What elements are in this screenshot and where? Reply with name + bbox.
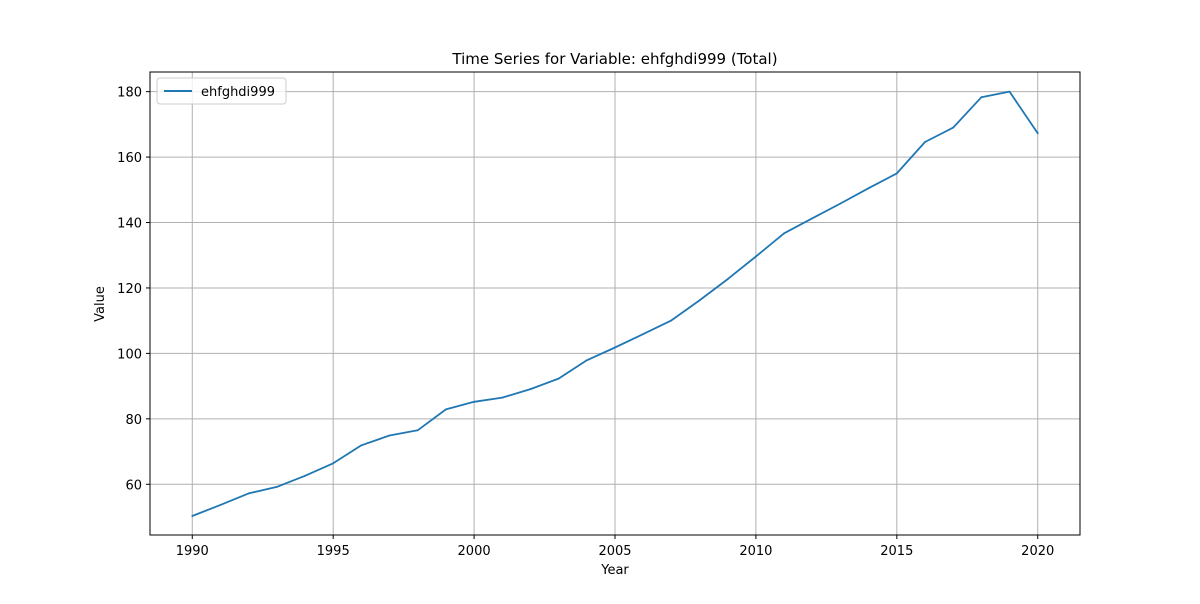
data-point [726,278,729,281]
data-point [529,388,532,390]
data-point [670,319,673,322]
legend: ehfghdi999 [156,77,287,105]
data-point [445,408,447,411]
data-point [247,492,250,495]
grid-lines [150,72,1080,535]
data-point [614,346,616,349]
data-point [191,515,194,517]
data-point [783,232,785,235]
data-point [388,434,391,437]
y-tick-label: 140 [117,217,142,232]
data-point [952,126,955,129]
x-axis-ticks: 1990 1995 2000 2005 2010 2015 2020 [176,535,1054,559]
x-tick-label: 2020 [1021,544,1054,559]
y-tick-label: 120 [117,282,142,297]
data-point [1008,90,1011,93]
data-point [360,444,363,447]
x-tick-label: 1995 [317,544,350,559]
chart-title: Time Series for Variable: ehfghdi999 (To… [451,50,777,68]
data-point [557,377,560,380]
data-point [1036,132,1039,135]
data-point [332,462,335,465]
y-tick-label: 100 [117,347,142,362]
x-tick-label: 2005 [598,544,631,559]
data-point [585,359,588,362]
legend-box [156,77,287,105]
data-point [895,172,898,175]
data-point [839,202,842,205]
series-layer [191,90,1039,517]
data-point [473,400,475,403]
x-tick-label: 2015 [880,544,913,559]
legend-label: ehfghdi999 [201,85,275,100]
x-tick-label: 2010 [739,544,772,559]
data-point [980,96,983,99]
data-point [304,474,306,477]
y-tick-label: 180 [117,86,142,101]
x-tick-label: 1990 [176,544,209,559]
y-tick-label: 160 [117,151,142,166]
data-point [501,396,504,399]
y-tick-label: 60 [125,478,142,493]
data-point [867,187,870,190]
x-tick-label: 2000 [458,544,491,559]
y-tick-label: 80 [125,413,142,428]
data-point [924,141,926,143]
data-point [416,429,419,432]
y-axis-ticks: 60 80 100 120 140 160 180 [117,86,150,493]
data-point [811,217,814,220]
data-point [642,333,645,335]
data-point [698,299,701,302]
data-point [219,503,222,506]
y-axis-label: Value [93,286,108,322]
x-axis-label: Year [600,563,629,578]
data-point [275,486,278,488]
data-point [755,255,757,258]
